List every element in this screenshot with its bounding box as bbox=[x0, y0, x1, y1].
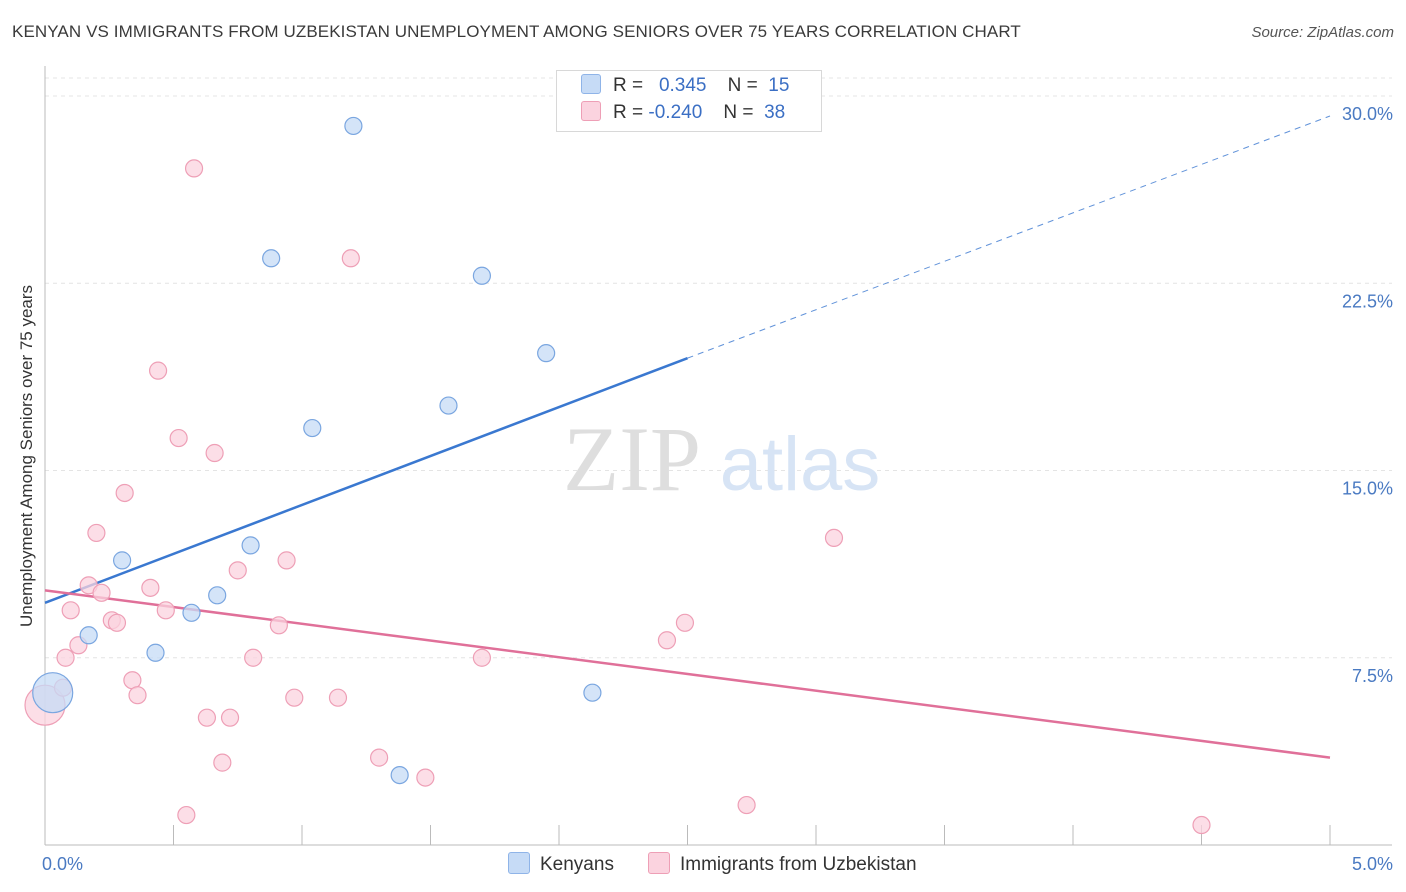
y-tick-label: 15.0% bbox=[1342, 479, 1393, 499]
uzbekistan-point bbox=[657, 631, 677, 650]
kenyan-point bbox=[241, 536, 260, 555]
kenyan-point bbox=[303, 418, 322, 438]
uzbekistan-point bbox=[141, 578, 160, 597]
uzbekistan-point bbox=[341, 249, 360, 268]
legend-r-value: -0.240 bbox=[648, 102, 703, 123]
uzbekistan-point bbox=[128, 686, 147, 705]
legend-swatch-uzbekistan bbox=[581, 101, 601, 121]
uzbekistan-point bbox=[184, 159, 204, 178]
uzbekistan-point bbox=[228, 561, 247, 580]
kenyan-point bbox=[344, 116, 363, 136]
x-tick-label: 5.0% bbox=[1352, 854, 1393, 874]
kenyan-point bbox=[472, 266, 491, 285]
uzbekistan-point bbox=[92, 583, 111, 602]
uzbekistan-point bbox=[1192, 815, 1211, 835]
kenyan-point bbox=[262, 249, 281, 268]
uzbekistan-point bbox=[220, 708, 240, 727]
uzbekistan-point bbox=[197, 708, 217, 727]
axes bbox=[44, 66, 1392, 846]
kenyan-point bbox=[390, 765, 409, 785]
kenyan-point bbox=[79, 626, 98, 645]
uzbekistan-point bbox=[56, 648, 75, 667]
watermark-zip: ZIP bbox=[563, 408, 701, 510]
uzbekistan-point bbox=[115, 483, 134, 503]
series-legend-kenyans: Kenyans bbox=[508, 852, 614, 876]
series-name-uzbekistan: Immigrants from Uzbekistan bbox=[680, 854, 917, 875]
uzbekistan-point bbox=[675, 613, 695, 632]
uzbekistan-point bbox=[269, 616, 288, 635]
kenyan-point bbox=[146, 643, 165, 662]
source-label: Source: ZipAtlas.com bbox=[1251, 24, 1394, 41]
kenyan-point bbox=[32, 672, 74, 714]
legend-n-label: N = bbox=[723, 102, 754, 123]
series-legend-uzbekistan: Immigrants from Uzbekistan bbox=[648, 852, 917, 876]
kenyan-point bbox=[583, 683, 602, 702]
uzbekistan-trend-line bbox=[44, 589, 1331, 759]
uzbekistan-point bbox=[169, 428, 188, 448]
series-name-kenyans: Kenyans bbox=[540, 854, 614, 875]
watermark-atlas: atlas bbox=[720, 422, 881, 507]
uzbekistan-point bbox=[328, 688, 348, 707]
data-points bbox=[24, 116, 1211, 835]
uzbekistan-point bbox=[156, 601, 175, 620]
uzbekistan-point bbox=[61, 601, 80, 620]
kenyan-point bbox=[537, 344, 556, 363]
legend-r-label: R = bbox=[613, 102, 644, 123]
uzbekistan-point bbox=[737, 795, 756, 815]
uzbekistan-point bbox=[244, 648, 263, 667]
series-swatch-kenyans bbox=[508, 852, 530, 874]
uzbekistan-point bbox=[205, 443, 224, 463]
correlation-legend: R = 0.345 N = 15 R = -0.240 N = 38 bbox=[556, 70, 822, 132]
kenyan-point bbox=[208, 586, 227, 605]
uzbekistan-point bbox=[87, 523, 106, 543]
legend-r-label: R = bbox=[613, 75, 644, 96]
uzbekistan-point bbox=[472, 648, 491, 667]
y-tick-label: 22.5% bbox=[1342, 291, 1393, 311]
uzbekistan-point bbox=[177, 805, 196, 825]
kenyans-trend-line bbox=[44, 356, 688, 604]
grid-lines bbox=[45, 77, 1392, 659]
uzbekistan-point bbox=[107, 613, 127, 632]
chart-title: KENYAN VS IMMIGRANTS FROM UZBEKISTAN UNE… bbox=[12, 22, 1021, 41]
legend-swatch-kenyans bbox=[581, 74, 601, 94]
legend-n-label: N = bbox=[727, 75, 758, 96]
uzbekistan-point bbox=[148, 361, 168, 380]
legend-n-value: 38 bbox=[764, 102, 786, 123]
legend-row-uzbekistan: R = -0.240 N = 38 bbox=[581, 101, 785, 127]
series-swatch-uzbekistan bbox=[648, 852, 670, 874]
uzbekistan-point bbox=[277, 551, 296, 570]
tick-labels: 7.5% 15.0% 22.5% 30.0% 0.0% 5.0% bbox=[42, 104, 1393, 874]
uzbekistan-point bbox=[285, 688, 304, 707]
uzbekistan-point bbox=[824, 528, 844, 548]
uzbekistan-point bbox=[416, 768, 435, 787]
legend-row-kenyans: R = 0.345 N = 15 bbox=[581, 74, 789, 100]
kenyan-point bbox=[182, 603, 201, 622]
uzbekistan-point bbox=[213, 753, 232, 772]
legend-n-value: 15 bbox=[768, 75, 790, 96]
y-tick-label: 7.5% bbox=[1352, 666, 1393, 686]
legend-r-value: 0.345 bbox=[658, 75, 707, 96]
y-axis-label: Unemployment Among Seniors over 75 years bbox=[17, 285, 36, 627]
uzbekistan-point bbox=[370, 748, 389, 767]
kenyan-point bbox=[112, 551, 132, 570]
kenyans-trend-extension bbox=[687, 115, 1331, 359]
y-tick-label: 30.0% bbox=[1342, 104, 1393, 124]
trend-lines bbox=[44, 115, 1331, 759]
watermark: ZIP atlas bbox=[563, 408, 880, 510]
x-tick-label: 0.0% bbox=[42, 854, 83, 874]
kenyan-point bbox=[439, 396, 458, 415]
